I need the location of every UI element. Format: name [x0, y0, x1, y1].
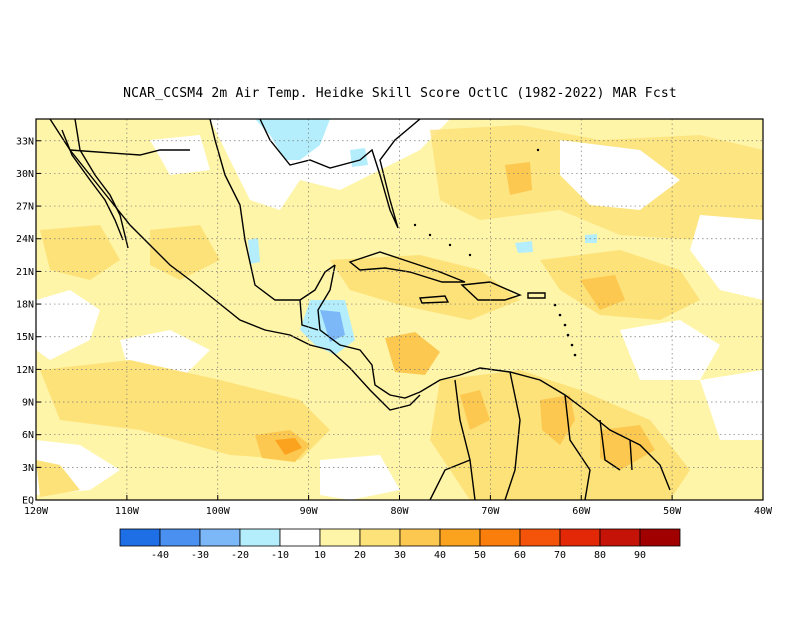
lon-label: 40W — [754, 506, 773, 517]
colorbar-label: -40 — [151, 550, 169, 561]
graticule — [36, 119, 763, 500]
lon-label: 80W — [390, 506, 409, 517]
colorbar-swatch — [279, 528, 321, 547]
lat-label: 30N — [16, 169, 34, 180]
lesser-antilles — [413, 148, 577, 357]
colorbar-label: 40 — [434, 550, 446, 561]
lat-label: 18N — [16, 300, 34, 311]
colorbar-swatch — [239, 528, 281, 547]
lat-label: 6N — [22, 430, 34, 441]
lon-label: 120W — [24, 506, 49, 517]
colorbar-label: 70 — [554, 550, 566, 561]
colorbar-label: -10 — [271, 550, 289, 561]
lon-label: 90W — [300, 506, 319, 517]
colorbar-label: 50 — [474, 550, 486, 561]
colorbar-swatch — [359, 528, 401, 547]
colorbar-swatch — [559, 528, 601, 547]
lat-label: 33N — [16, 136, 34, 147]
lat-label: 21N — [16, 267, 34, 278]
colorbar-swatch — [599, 528, 641, 547]
longitude-labels: 120W 110W 100W 90W 80W 70W 60W 50W 40W — [24, 495, 773, 517]
lon-label: 100W — [206, 506, 231, 517]
colorbar-swatch — [199, 528, 241, 547]
lat-label: 9N — [22, 398, 34, 409]
lon-label: 60W — [572, 506, 591, 517]
colorbar-swatch — [519, 528, 561, 547]
lon-label: 50W — [663, 506, 682, 517]
colorbar-swatch — [159, 528, 201, 547]
colorbar-label: 30 — [394, 550, 406, 561]
colorbar-label: 20 — [354, 550, 366, 561]
colorbar-label: -30 — [191, 550, 209, 561]
colorbar-swatch — [319, 528, 361, 547]
lat-label: EQ — [22, 496, 34, 507]
coastlines — [49, 119, 671, 500]
colorbar-swatch — [479, 528, 521, 547]
lat-label: 3N — [22, 463, 34, 474]
colorbar-swatch — [399, 528, 441, 547]
colorbar-label: -20 — [231, 550, 249, 561]
colorbar-swatch — [639, 528, 681, 547]
colorbar-label: 90 — [634, 550, 646, 561]
lon-label: 110W — [115, 506, 140, 517]
lon-label: 70W — [481, 506, 500, 517]
colorbar-swatch — [119, 528, 161, 547]
latitude-labels: 33N 30N 27N 24N 21N 18N 15N 12N 9N 6N 3N EQ — [16, 136, 41, 507]
lat-label: 15N — [16, 332, 34, 343]
colorbar-label: 60 — [514, 550, 526, 561]
chart-title: NCAR_CCSM4 2m Air Temp. Heidke Skill Sco… — [123, 86, 677, 101]
colorbar-swatch — [439, 528, 481, 547]
lat-label: 12N — [16, 365, 34, 376]
colorbar-label: 80 — [594, 550, 606, 561]
lat-label: 27N — [16, 202, 34, 213]
lat-label: 24N — [16, 234, 34, 245]
colorbar-label: 10 — [314, 550, 326, 561]
